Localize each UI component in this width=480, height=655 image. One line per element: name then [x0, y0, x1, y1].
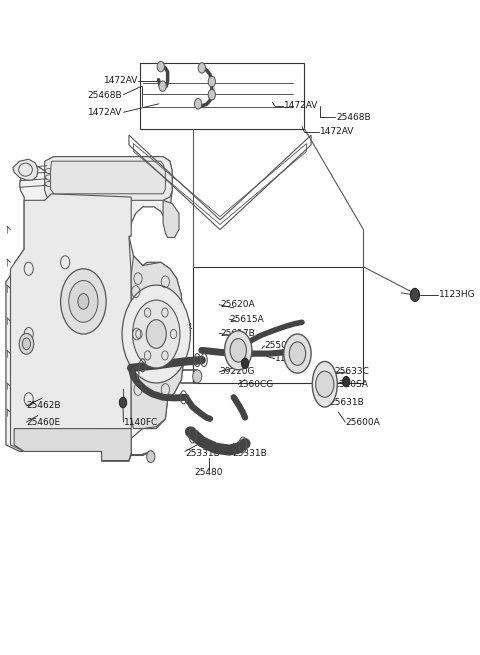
- Polygon shape: [163, 200, 179, 238]
- Text: 1472AV: 1472AV: [104, 77, 138, 85]
- Ellipse shape: [312, 362, 337, 407]
- Circle shape: [194, 98, 202, 109]
- Polygon shape: [45, 157, 172, 200]
- Polygon shape: [14, 428, 131, 460]
- Circle shape: [410, 288, 420, 301]
- Circle shape: [192, 370, 202, 383]
- Text: 25331B: 25331B: [232, 449, 266, 458]
- Text: 1140FC: 1140FC: [123, 418, 158, 426]
- Text: 25617B: 25617B: [220, 329, 255, 338]
- Bar: [192, 267, 363, 383]
- Text: 1472AV: 1472AV: [88, 108, 122, 117]
- Text: 25331B: 25331B: [185, 449, 220, 458]
- Circle shape: [208, 77, 216, 87]
- Text: 25462B: 25462B: [26, 402, 61, 410]
- Circle shape: [241, 358, 249, 369]
- Text: 25631B: 25631B: [329, 398, 364, 407]
- Bar: [15, 400, 104, 430]
- Circle shape: [78, 293, 89, 309]
- Polygon shape: [11, 194, 131, 451]
- Text: 1153CB: 1153CB: [275, 354, 310, 364]
- Text: 25600A: 25600A: [345, 418, 380, 426]
- Text: 25460E: 25460E: [26, 418, 60, 426]
- Circle shape: [157, 62, 165, 72]
- Circle shape: [23, 338, 31, 350]
- Circle shape: [19, 333, 34, 354]
- Circle shape: [159, 81, 166, 92]
- Circle shape: [230, 339, 246, 362]
- Text: 39220G: 39220G: [219, 367, 254, 377]
- Circle shape: [289, 342, 306, 365]
- Circle shape: [225, 331, 252, 370]
- Circle shape: [69, 280, 98, 322]
- Text: 1360CG: 1360CG: [238, 380, 275, 389]
- Text: 25468B: 25468B: [87, 92, 122, 100]
- Text: 25500A: 25500A: [264, 341, 300, 350]
- Circle shape: [146, 320, 166, 348]
- Circle shape: [343, 377, 350, 387]
- Text: 25633C: 25633C: [334, 367, 369, 377]
- Circle shape: [60, 269, 106, 334]
- Bar: [140, 64, 304, 128]
- Circle shape: [316, 371, 334, 398]
- Text: 1310SA: 1310SA: [334, 380, 369, 389]
- Circle shape: [284, 334, 311, 373]
- Text: 25480: 25480: [194, 468, 223, 477]
- Circle shape: [198, 63, 205, 73]
- Text: 25615A: 25615A: [229, 314, 264, 324]
- Polygon shape: [13, 159, 38, 180]
- Text: 1472AV: 1472AV: [320, 127, 355, 136]
- Polygon shape: [50, 161, 166, 194]
- Text: 1123HG: 1123HG: [439, 290, 475, 299]
- Polygon shape: [6, 157, 183, 461]
- Circle shape: [132, 300, 180, 368]
- Circle shape: [120, 398, 127, 407]
- Circle shape: [122, 285, 191, 383]
- Text: 25468B: 25468B: [336, 113, 371, 122]
- Circle shape: [208, 90, 216, 100]
- Text: 25620A: 25620A: [220, 300, 255, 309]
- Text: 1472AV: 1472AV: [284, 102, 318, 110]
- Circle shape: [147, 451, 155, 462]
- Text: 25614: 25614: [165, 323, 193, 332]
- Polygon shape: [131, 255, 183, 428]
